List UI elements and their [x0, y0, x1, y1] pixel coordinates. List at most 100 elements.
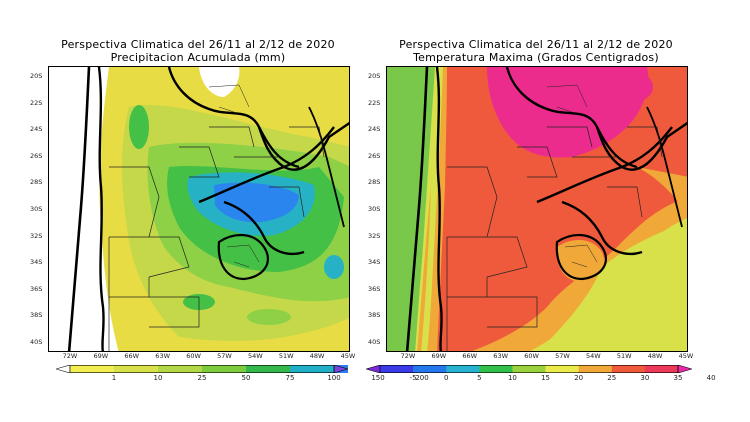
temperature-map	[386, 66, 688, 352]
colorbar-graphic	[56, 365, 348, 373]
latitude-labels: 20S 22S 24S 26S 28S 30S 32S 34S 36S 38S 40S	[28, 66, 48, 352]
colorbar-label: 100	[327, 374, 341, 382]
colorbar-label: 35	[673, 374, 683, 382]
latitude-label: 38S	[30, 311, 43, 320]
latitude-label: 32S	[30, 231, 43, 240]
colorbar-segment	[246, 365, 291, 373]
precipitation-map-graphic	[49, 67, 349, 351]
longitude-label: 72W	[62, 352, 78, 360]
latitude-label: 26S	[30, 151, 43, 160]
latitude-label: 22S	[30, 98, 43, 107]
latitude-label: 20S	[368, 72, 381, 80]
colorbar-segment	[512, 365, 547, 373]
longitude-label: 63W	[493, 352, 509, 360]
latitude-label: 22S	[368, 98, 381, 107]
longitude-label: 57W	[555, 352, 570, 360]
map-title-line1: Perspectiva Climatica del 26/11 al 2/12 …	[61, 38, 335, 51]
precipitation-colorbar	[56, 365, 348, 373]
colorbar-label: 200	[415, 374, 429, 382]
colorbar-segment	[545, 365, 580, 373]
latitude-label: 34S	[368, 258, 381, 267]
colorbar-frame	[69, 365, 335, 373]
longitude-label: 48W	[309, 352, 325, 360]
colorbar-label: 0	[443, 374, 449, 382]
longitude-label: 69W	[431, 352, 447, 360]
colorbar-segment	[611, 365, 646, 373]
colorbar-label: 15	[541, 374, 551, 382]
longitude-label: 69W	[93, 352, 109, 360]
colorbar-segment	[380, 365, 414, 373]
colorbar-label: 40	[706, 374, 716, 382]
latitude-labels: 20S 22S 24S 26S 28S 30S 32S 34S 36S 38S 40S	[366, 66, 386, 352]
latitude-label: 40S	[30, 338, 43, 346]
latitude-label: 36S	[30, 284, 43, 293]
map-title-line1: Perspectiva Climatica del 26/11 al 2/12 …	[399, 38, 673, 51]
colorbar-label: 25	[197, 374, 207, 382]
latitude-label: 38S	[368, 311, 381, 320]
longitude-label: 54W	[585, 352, 601, 360]
colorbar-graphic	[366, 365, 692, 373]
colorbar-frame	[379, 365, 679, 373]
latitude-label: 36S	[368, 284, 381, 293]
latitude-label: 34S	[30, 258, 43, 267]
longitude-label: 48W	[647, 352, 663, 360]
colorbar-segment	[644, 365, 679, 373]
temperature-map-graphic	[387, 67, 687, 351]
temperature-map-panel: Perspectiva Climatica del 26/11 al 2/12 …	[366, 0, 716, 422]
longitude-label: 60W	[524, 352, 539, 360]
colorbar-label: 5	[477, 374, 482, 382]
longitude-label: 72W	[400, 352, 416, 360]
colorbar-labels: -5 0 5 10 15 20 25 30 35 40	[366, 374, 716, 384]
precipitation-map	[48, 66, 350, 352]
colorbar-segment	[158, 365, 203, 373]
map-title: Perspectiva Climatica del 26/11 al 2/12 …	[28, 38, 368, 64]
colorbar-segment	[202, 365, 247, 373]
colorbar-segment	[290, 365, 335, 373]
colorbar-label: 25	[607, 374, 617, 382]
longitude-label: 51W	[278, 352, 294, 360]
latitude-label: 20S	[30, 72, 43, 80]
latitude-label: 26S	[368, 151, 381, 160]
latitude-label: 24S	[368, 125, 381, 134]
longitude-label: 66W	[462, 352, 478, 360]
latitude-label: 28S	[368, 178, 381, 187]
longitude-label: 45W	[340, 352, 356, 360]
colorbar-segment	[70, 365, 115, 373]
colorbar-segment	[114, 365, 159, 373]
longitude-label: 45W	[678, 352, 694, 360]
latitude-label: 28S	[30, 178, 43, 187]
colorbar-label: 150	[371, 374, 385, 382]
longitude-label: 57W	[217, 352, 232, 360]
longitude-label: 63W	[155, 352, 171, 360]
longitude-label: 51W	[616, 352, 632, 360]
map-title: Perspectiva Climatica del 26/11 al 2/12 …	[366, 38, 706, 64]
colorbar-segment	[578, 365, 613, 373]
longitude-label: 60W	[186, 352, 201, 360]
colorbar-label: 10	[507, 374, 517, 382]
colorbar-label: -5	[409, 374, 417, 382]
colorbar-labels: 1 10 25 50 75 100 150 200	[56, 374, 429, 384]
map-title-line2: Temperatura Maxima (Grados Centigrados)	[413, 51, 659, 64]
latitude-label: 24S	[30, 125, 43, 134]
colorbar-segment	[446, 365, 480, 373]
map-title-line2: Precipitacion Acumulada (mm)	[110, 51, 286, 64]
colorbar-label: 50	[241, 374, 251, 382]
colorbar-label: 75	[285, 374, 295, 382]
colorbar-segment	[413, 365, 447, 373]
colorbar-label: 1	[111, 374, 117, 382]
longitude-labels: 72W 69W 66W 63W 60W 57W 54W 51W 48W 45W	[386, 352, 694, 363]
latitude-label: 30S	[30, 205, 43, 213]
latitude-label: 32S	[368, 231, 381, 240]
temperature-colorbar	[366, 365, 692, 373]
longitude-label: 54W	[247, 352, 263, 360]
colorbar-label: 30	[640, 374, 650, 382]
colorbar-arrow-right	[677, 365, 692, 373]
colorbar-arrow-left	[366, 365, 381, 373]
latitude-label: 30S	[368, 205, 381, 213]
colorbar-arrow-left	[56, 365, 71, 373]
colorbar-segment	[479, 365, 513, 373]
longitude-labels: 72W 69W 66W 63W 60W 57W 54W 51W 48W 45W	[48, 352, 356, 363]
precipitation-map-panel: Perspectiva Climatica del 26/11 al 2/12 …	[28, 0, 429, 422]
longitude-label: 66W	[124, 352, 140, 360]
latitude-label: 40S	[368, 338, 381, 346]
